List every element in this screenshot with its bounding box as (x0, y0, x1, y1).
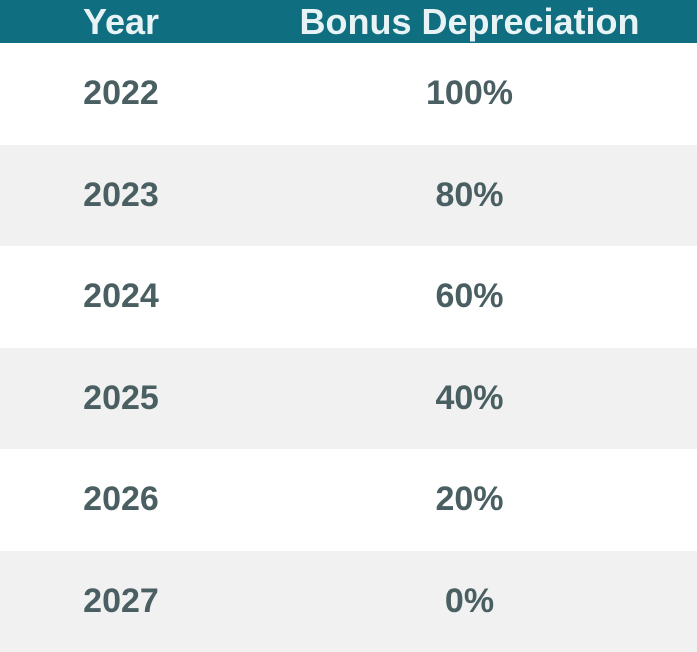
table-row: 2026 20% (0, 449, 697, 551)
cell-year: 2027 (83, 581, 159, 620)
table-row: 2025 40% (0, 347, 697, 449)
table-body: 2022 100% 2023 80% 2024 60% 2025 40% 202… (0, 43, 697, 652)
cell-bonus: 100% (426, 74, 513, 113)
cell-bonus: 80% (435, 175, 504, 214)
header-year: Year (82, 0, 160, 42)
table-row: 2022 100% (0, 43, 697, 145)
cell-year: 2024 (83, 277, 159, 316)
header-bonus-depreciation: Bonus Depreciation (299, 0, 640, 42)
table-header: Year Bonus Depreciation (0, 0, 697, 43)
cell-year: 2022 (83, 74, 159, 113)
cell-year: 2025 (83, 378, 159, 417)
cell-bonus: 0% (444, 581, 495, 620)
table-row: 2023 80% (0, 144, 697, 246)
table-row: 2024 60% (0, 246, 697, 348)
table-row: 2027 0% (0, 550, 697, 652)
cell-year: 2023 (83, 175, 159, 214)
cell-bonus: 60% (435, 277, 504, 316)
cell-bonus: 40% (435, 378, 504, 417)
cell-bonus: 20% (435, 480, 504, 519)
cell-year: 2026 (83, 480, 159, 519)
